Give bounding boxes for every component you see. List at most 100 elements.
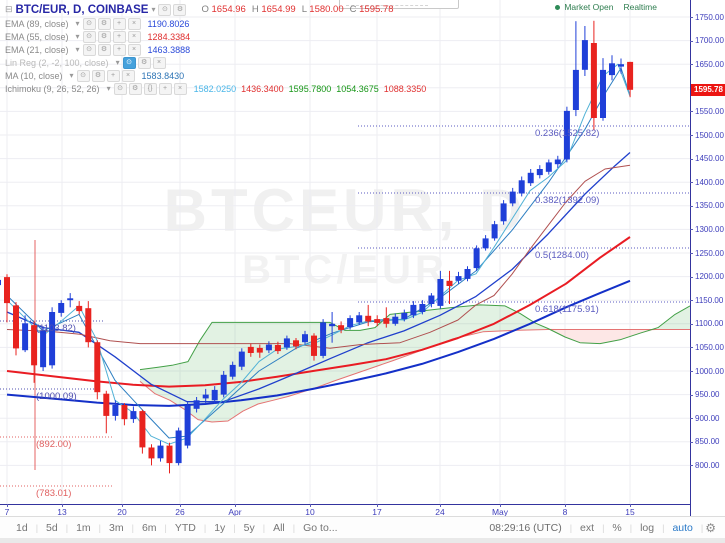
chart-canvas[interactable]	[0, 0, 690, 504]
legend-row: EMA (21, close) ▾ ⊙ ⚙ + × 1463.3888	[5, 43, 426, 56]
close-icon[interactable]: ×	[173, 82, 187, 95]
candle	[392, 316, 399, 324]
toolbar-separator: |	[629, 523, 633, 533]
price-label: 1200.00	[695, 272, 724, 282]
candle	[518, 180, 525, 194]
market-open-dot-icon	[555, 4, 561, 10]
gear-icon[interactable]: ⚙	[97, 43, 111, 56]
indicator-value: 1284.3384	[147, 31, 191, 42]
close-icon[interactable]: ×	[127, 17, 141, 30]
legend-row: EMA (55, close) ▾ ⊙ ⚙ + × 1284.3384	[5, 30, 426, 43]
eye-icon[interactable]: ⊙	[82, 17, 96, 30]
collapse-icon[interactable]: ⊟	[5, 4, 13, 14]
price-label: 1700.00	[695, 36, 724, 46]
chevron-down-icon[interactable]: ▾	[151, 5, 156, 14]
gear-icon[interactable]: ⚙	[137, 56, 151, 69]
gear-icon[interactable]: ⚙	[97, 30, 111, 43]
price-tick	[690, 300, 693, 302]
range-button-6m[interactable]: 6m	[141, 522, 157, 534]
toolbar-separator: |	[35, 523, 39, 533]
range-button-all[interactable]: All	[273, 522, 285, 534]
time-tick	[7, 504, 8, 507]
gear-icon[interactable]: ⚙	[97, 17, 111, 30]
eye-icon[interactable]: ⊙	[158, 3, 172, 16]
candle	[563, 110, 570, 160]
plus-icon[interactable]: +	[106, 69, 120, 82]
candle	[554, 159, 561, 165]
gear-icon[interactable]: ⚙	[173, 3, 187, 16]
close-icon[interactable]: ×	[121, 69, 135, 82]
toolbar-separator: |	[602, 523, 605, 533]
range-button-1y[interactable]: 1y	[214, 522, 226, 534]
chevron-down-icon[interactable]: ▾	[75, 45, 80, 54]
price-tick	[690, 441, 693, 443]
close-icon[interactable]: ×	[152, 56, 166, 69]
candle	[437, 279, 444, 306]
candle	[482, 238, 489, 249]
plus-icon[interactable]: +	[112, 17, 126, 30]
gear-icon[interactable]: ⚙	[91, 69, 105, 82]
indicator-label[interactable]: EMA (21, close)	[5, 44, 69, 55]
range-button-5y[interactable]: 5y	[243, 522, 255, 534]
indicator-label[interactable]: EMA (55, close)	[5, 31, 69, 42]
eye-icon[interactable]: ⊙	[82, 43, 96, 56]
eye-icon[interactable]: ⊙	[82, 30, 96, 43]
close-icon[interactable]: ×	[127, 43, 141, 56]
candle	[31, 325, 38, 366]
gear-icon[interactable]: ⚙	[128, 82, 142, 95]
range-buttons: 1d | 5d | 1m | 3m | 6m | YTD | 1y | 5y | All | Go to...	[0, 517, 346, 539]
eye-icon[interactable]: ⊙	[113, 82, 127, 95]
braces-icon[interactable]: {}	[143, 82, 157, 95]
indicator-label[interactable]: EMA (89, close)	[5, 18, 69, 29]
price-axis[interactable]: 1750.00 1700.00 1650.00 1550.00 1500.00 1450.…	[690, 0, 725, 516]
candle	[184, 405, 191, 446]
plus-icon[interactable]: +	[112, 30, 126, 43]
chevron-down-icon[interactable]: ▾	[106, 84, 111, 93]
candle	[473, 248, 480, 269]
price-tick	[690, 158, 693, 160]
gear-icon[interactable]: ⚙	[705, 521, 716, 535]
goto-button[interactable]: Go to...	[303, 522, 338, 534]
time-axis[interactable]: 7 13 20 26 Apr 10 17 24 May 8 15	[0, 504, 690, 517]
candle	[4, 277, 10, 304]
range-button-1d[interactable]: 1d	[16, 522, 28, 534]
time-label: 15	[625, 507, 635, 517]
time-tick	[235, 504, 236, 507]
indicator-label[interactable]: Ichimoku (9, 26, 52, 26)	[5, 83, 100, 94]
clipped-panel-dash	[346, 5, 428, 6]
chevron-down-icon[interactable]: ▾	[75, 32, 80, 41]
plus-icon[interactable]: +	[112, 43, 126, 56]
price-label: 900.00	[695, 413, 720, 423]
range-button-5d[interactable]: 5d	[46, 522, 58, 534]
time-label: Apr	[228, 507, 242, 517]
scale-button-log[interactable]: log	[640, 522, 655, 534]
candle	[121, 405, 128, 420]
chevron-down-icon[interactable]: ▾	[75, 19, 80, 28]
scale-button-auto[interactable]: auto	[672, 522, 693, 534]
range-button-3m[interactable]: 3m	[109, 522, 124, 534]
range-button-ytd[interactable]: YTD	[174, 522, 196, 534]
candle	[211, 389, 218, 401]
toolbar-right: 08:29:16 (UTC) | ext |% | log | auto | ⚙	[481, 517, 725, 539]
chevron-down-icon[interactable]: ▾	[69, 71, 74, 80]
range-button-1m[interactable]: 1m	[76, 522, 91, 534]
fib-level-label: (1103.82)	[36, 323, 76, 334]
chevron-down-icon[interactable]: ▾	[115, 58, 120, 67]
time-label: 17	[372, 507, 382, 517]
toolbar-separator: |	[233, 523, 236, 533]
price-label: 1400.00	[695, 177, 724, 187]
price-label: 1000.00	[695, 366, 724, 376]
eye-icon[interactable]: ⊙	[122, 56, 136, 69]
kumo-green	[140, 304, 548, 422]
scale-button-ext[interactable]: ext	[580, 522, 595, 534]
close-icon[interactable]: ×	[127, 30, 141, 43]
symbol-title[interactable]: BTC/EUR, D, COINBASE	[15, 3, 149, 16]
scale-button-percent[interactable]: %	[612, 522, 622, 534]
eye-icon[interactable]: ⊙	[76, 69, 90, 82]
indicator-label[interactable]: MA (10, close)	[5, 70, 63, 81]
time-label: 7	[4, 507, 10, 517]
price-label: 1750.00	[695, 12, 724, 22]
indicator-label[interactable]: Lin Reg (2, -2, 100, close)	[5, 57, 109, 68]
plus-icon[interactable]: +	[158, 82, 172, 95]
toolbar-separator: |	[164, 523, 167, 533]
